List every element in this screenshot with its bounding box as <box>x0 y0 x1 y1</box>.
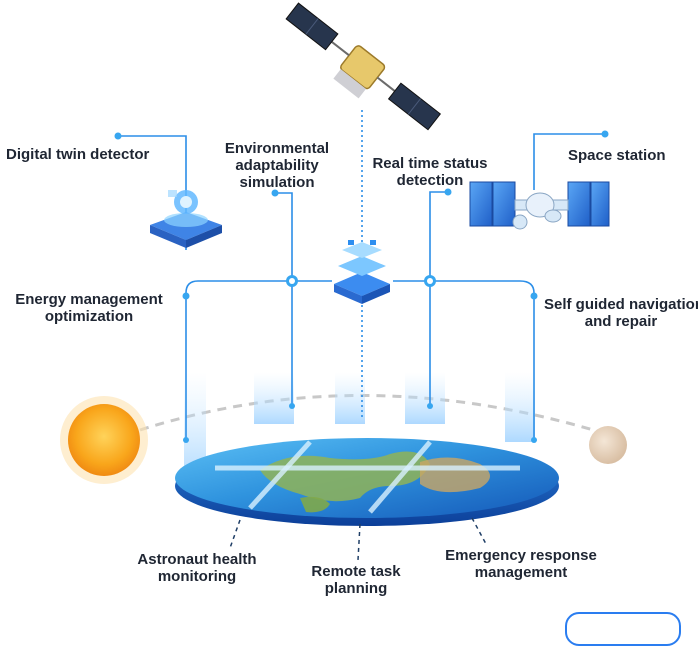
label-digital-twin-detector: Digital twin detector <box>6 146 150 163</box>
label-line: adaptability <box>235 157 319 174</box>
connector-nodes <box>114 130 609 443</box>
label-line: management <box>474 564 568 581</box>
label-astronaut-health-monitoring: Astronaut health monitoring <box>130 551 264 585</box>
satellite-icon <box>285 2 442 131</box>
hologram-platform-icon <box>150 190 222 248</box>
label-line: Self guided navigation <box>544 296 698 313</box>
label-environmental-adaptability-simulation: Environmental adaptability simulation <box>212 140 342 191</box>
diagram-graphics <box>60 2 627 561</box>
label-line: Emergency response <box>445 547 597 564</box>
label-line: Environmental <box>224 140 330 157</box>
floating-button-edge[interactable] <box>565 612 681 646</box>
label-line: optimization <box>44 308 134 325</box>
label-line: detection <box>396 172 464 189</box>
label-energy-management-optimization: Energy management optimization <box>8 291 170 325</box>
bottom-leaders <box>229 517 487 561</box>
label-space-station: Space station <box>568 147 666 164</box>
label-line: simulation <box>239 174 315 191</box>
label-line: planning <box>324 580 388 597</box>
sun-icon <box>60 396 148 484</box>
data-hub-icon <box>334 240 390 304</box>
label-emergency-response-management: Emergency response management <box>440 547 602 581</box>
label-line: monitoring <box>157 568 237 585</box>
space-station-icon <box>469 181 610 230</box>
label-line: Astronaut health <box>137 551 257 568</box>
label-line: and repair <box>584 313 658 330</box>
label-line: Remote task <box>311 563 401 580</box>
label-self-guided-navigation-repair: Self guided navigation and repair <box>544 296 698 330</box>
light-beams <box>184 372 535 482</box>
label-line: Real time status <box>372 155 488 172</box>
label-line: Energy management <box>15 291 163 308</box>
label-real-time-status-detection: Real time status detection <box>360 155 500 189</box>
earth-disc-icon <box>175 438 559 526</box>
diagram-canvas: Digital twin detector Environmental adap… <box>6 2 698 646</box>
label-remote-task-planning: Remote task planning <box>300 563 412 597</box>
moon-icon <box>589 426 627 464</box>
